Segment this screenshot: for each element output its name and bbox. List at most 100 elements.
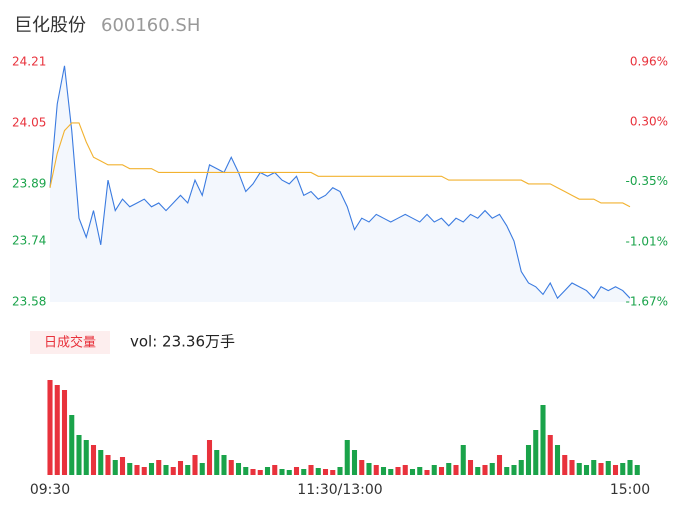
volume-bar: [540, 405, 546, 475]
x-tick-label: 09:30: [30, 482, 70, 498]
volume-bar: [141, 467, 147, 475]
volume-bar: [177, 461, 184, 475]
volume-bar: [373, 465, 379, 475]
volume-bar: [192, 455, 198, 475]
volume-bar: [424, 470, 430, 475]
volume-bar: [293, 467, 300, 475]
volume-bar: [504, 467, 510, 475]
volume-bar: [148, 463, 155, 475]
volume-bar: [402, 465, 408, 475]
volume-bar: [337, 467, 343, 475]
volume-bar: [634, 465, 640, 475]
volume-bar: [489, 463, 495, 475]
volume-bar: [417, 467, 423, 475]
y-tick-label: 23.74: [12, 234, 46, 248]
volume-bar: [511, 465, 517, 475]
volume-bar: [308, 465, 314, 475]
x-tick-label: 15:00: [610, 482, 650, 498]
volume-bar: [264, 467, 271, 475]
volume-text: vol: 23.36万手: [130, 333, 235, 351]
volume-bar: [54, 385, 60, 475]
volume-bar: [533, 430, 539, 475]
volume-bar: [496, 455, 503, 475]
volume-bar: [562, 455, 568, 475]
volume-bar: [366, 463, 372, 475]
volume-bar: [185, 465, 191, 475]
y2-tick-label: 0.30%: [630, 115, 668, 129]
volume-bar: [206, 440, 213, 475]
volume-bar: [112, 460, 118, 475]
price-line: [49, 65, 631, 300]
volume-bar: [395, 467, 401, 475]
volume-bar: [83, 440, 89, 475]
volume-bar: [47, 380, 53, 475]
volume-bar: [330, 470, 336, 475]
volume-bar: [199, 463, 205, 475]
volume-bar: [438, 467, 445, 475]
y2-tick-label: -1.67%: [626, 295, 668, 309]
volume-bar: [380, 467, 387, 475]
volume-bar: [228, 460, 234, 475]
volume-bar: [344, 440, 350, 475]
volume-bar: [250, 469, 256, 475]
volume-tab-label: 日成交量: [44, 335, 96, 351]
volume-bar: [569, 460, 575, 475]
volume-bar: [61, 390, 68, 475]
volume-bar: [301, 469, 307, 475]
volume-bar: [591, 460, 597, 475]
volume-bar: [518, 460, 524, 475]
stock-code: 600160.SH: [101, 15, 200, 36]
volume-bar: [359, 460, 365, 475]
volume-bar: [134, 465, 140, 475]
y-tick-label: 24.21: [12, 55, 46, 69]
volume-bar: [119, 457, 126, 475]
volume-bar: [156, 460, 162, 475]
volume-bar: [460, 445, 466, 475]
volume-bar: [351, 450, 358, 475]
average-line: [49, 122, 631, 208]
volume-bar: [409, 469, 416, 475]
y-tick-label: 23.58: [12, 295, 46, 309]
volume-bar: [69, 415, 75, 475]
volume-bar: [554, 445, 561, 475]
y-tick-label: 24.05: [12, 115, 46, 129]
volume-bar: [627, 460, 633, 475]
y-tick-label: 23.89: [12, 176, 46, 190]
volume-bar: [127, 463, 133, 475]
y2-tick-label: 0.96%: [630, 55, 668, 69]
volume-bar: [98, 450, 104, 475]
volume-bar: [598, 463, 604, 475]
volume-bar: [243, 467, 249, 475]
volume-bar: [547, 435, 553, 475]
volume-bar: [170, 467, 176, 475]
y2-tick-label: -0.35%: [626, 174, 668, 188]
volume-bar: [482, 465, 488, 475]
stock-name: 巨化股份: [14, 15, 86, 36]
volume-bar: [612, 465, 619, 475]
volume-bar: [525, 445, 532, 475]
volume-bar: [315, 468, 321, 475]
volume-bar: [322, 469, 329, 475]
volume-bar: [467, 460, 474, 475]
volume-bar: [214, 450, 220, 475]
volume-bar: [605, 461, 611, 475]
volume-bar: [90, 445, 97, 475]
volume-bar: [105, 455, 111, 475]
volume-bar: [620, 463, 626, 475]
y2-tick-label: -1.01%: [626, 234, 668, 248]
volume-bar: [76, 435, 82, 475]
volume-bar: [221, 455, 227, 475]
volume-bar: [286, 470, 292, 475]
x-tick-label: 11:30/13:00: [297, 482, 382, 498]
volume-bar: [446, 463, 452, 475]
volume-bar: [272, 465, 278, 475]
volume-bar: [279, 469, 285, 475]
volume-bar: [235, 463, 242, 475]
volume-bar: [453, 465, 459, 475]
volume-bar: [163, 465, 169, 475]
volume-bar: [583, 465, 590, 475]
volume-bar: [257, 470, 263, 475]
volume-bar: [431, 465, 437, 475]
volume-bar: [388, 469, 394, 475]
volume-tab: [30, 331, 110, 354]
